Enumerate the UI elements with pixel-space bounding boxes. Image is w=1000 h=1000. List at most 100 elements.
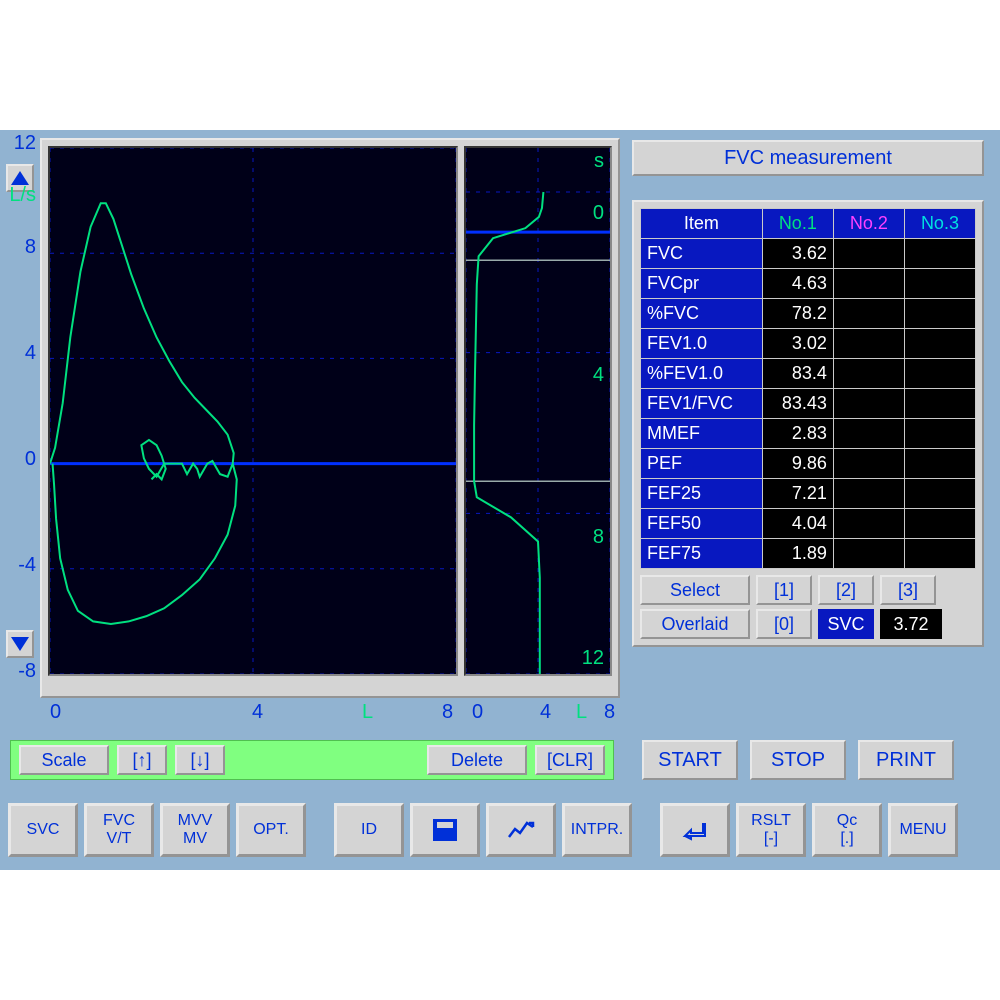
row-v3 — [904, 239, 975, 269]
x-tick-side: 8 — [604, 701, 615, 724]
overlaid-button[interactable]: Overlaid — [640, 609, 750, 639]
action-buttons: START STOP PRINT — [642, 740, 954, 780]
results-table: Item No.1 No.2 No.3 FVC 3.62 FVCpr 4.63 … — [640, 208, 976, 569]
row-v1: 1.89 — [762, 539, 833, 569]
row-v3 — [904, 539, 975, 569]
overlaid-row: Overlaid [0] SVC 3.72 — [640, 609, 976, 639]
y-tick: 4 — [2, 342, 36, 365]
scale-up-button[interactable]: [↑] — [117, 745, 167, 775]
row-v1: 4.63 — [762, 269, 833, 299]
row-item: FEV1.0 — [641, 329, 763, 359]
row-v1: 2.83 — [762, 419, 833, 449]
right-panel: FVC measurement Item No.1 No.2 No.3 FVC … — [622, 130, 1000, 730]
return-button[interactable] — [660, 803, 730, 857]
col-no2: No.2 — [833, 209, 904, 239]
select-2-button[interactable]: [2] — [818, 575, 874, 605]
row-v2 — [833, 329, 904, 359]
scale-down-button[interactable]: [↓] — [175, 745, 225, 775]
opt-button[interactable]: OPT. — [236, 803, 306, 857]
scale-button[interactable]: Scale — [19, 745, 109, 775]
row-v2 — [833, 269, 904, 299]
start-button[interactable]: START — [642, 740, 738, 780]
row-v2 — [833, 479, 904, 509]
row-item: FEV1/FVC — [641, 389, 763, 419]
table-row: FEF50 4.04 — [641, 509, 976, 539]
row-v2 — [833, 389, 904, 419]
overlay-0-button[interactable]: [0] — [756, 609, 812, 639]
chart-frame: s 0 4 8 12 — [40, 138, 620, 698]
table-row: FVCpr 4.63 — [641, 269, 976, 299]
print-button[interactable]: PRINT — [858, 740, 954, 780]
fvc-tab-button[interactable]: FVCV/T — [84, 803, 154, 857]
stop-button[interactable]: STOP — [750, 740, 846, 780]
qc-button[interactable]: Qc[.] — [812, 803, 882, 857]
svc-value: 3.72 — [880, 609, 942, 639]
x-tick: 0 — [50, 701, 61, 724]
menu-button[interactable]: MENU — [888, 803, 958, 857]
mid-toolbar: Scale [↑] [↓] Delete [CLR] — [10, 740, 614, 780]
row-v3 — [904, 479, 975, 509]
table-row: FEF25 7.21 — [641, 479, 976, 509]
plot-container: s 0 4 8 12 — [48, 146, 614, 676]
row-item: %FEV1.0 — [641, 359, 763, 389]
clr-button[interactable]: [CLR] — [535, 745, 605, 775]
bottom-toolbar: SVC FVCV/T MVVMV OPT. ID INTPR. RSLT[-] … — [0, 798, 1000, 862]
delete-button[interactable]: Delete — [427, 745, 527, 775]
row-v2 — [833, 449, 904, 479]
row-v1: 4.04 — [762, 509, 833, 539]
row-v2 — [833, 359, 904, 389]
y-tick: 0 — [2, 448, 36, 471]
table-row: FEV1.0 3.02 — [641, 329, 976, 359]
row-item: PEF — [641, 449, 763, 479]
results-box: Item No.1 No.2 No.3 FVC 3.62 FVCpr 4.63 … — [632, 200, 984, 647]
mvv-tab-button[interactable]: MVVMV — [160, 803, 230, 857]
table-row: FEV1/FVC 83.43 — [641, 389, 976, 419]
side-y-tick: 0 — [593, 202, 604, 225]
svc-tab-button[interactable]: SVC — [8, 803, 78, 857]
row-v1: 7.21 — [762, 479, 833, 509]
y-axis-unit: L/s — [9, 184, 36, 207]
id-button[interactable]: ID — [334, 803, 404, 857]
row-item: FEF25 — [641, 479, 763, 509]
row-v1: 9.86 — [762, 449, 833, 479]
select-1-button[interactable]: [1] — [756, 575, 812, 605]
select-row: Select [1] [2] [3] — [640, 575, 976, 605]
row-v1: 78.2 — [762, 299, 833, 329]
x-axis-ticks: 0 4 L 8 0 4 L 8 — [46, 700, 612, 728]
row-item: FVC — [641, 239, 763, 269]
select-3-button[interactable]: [3] — [880, 575, 936, 605]
row-v3 — [904, 419, 975, 449]
row-v3 — [904, 389, 975, 419]
side-y-tick: 8 — [593, 526, 604, 549]
table-row: %FEV1.0 83.4 — [641, 359, 976, 389]
select-button[interactable]: Select — [640, 575, 750, 605]
row-v3 — [904, 509, 975, 539]
col-item: Item — [641, 209, 763, 239]
measurement-title: FVC measurement — [632, 140, 984, 176]
row-v2 — [833, 299, 904, 329]
trend-button[interactable] — [486, 803, 556, 857]
col-no3: No.3 — [904, 209, 975, 239]
row-v3 — [904, 359, 975, 389]
top-area: 12 L/s 8 4 0 -4 -8 s 0 4 — [0, 130, 1000, 730]
row-item: %FVC — [641, 299, 763, 329]
side-y-unit: s — [594, 150, 604, 173]
row-v3 — [904, 299, 975, 329]
rslt-button[interactable]: RSLT[-] — [736, 803, 806, 857]
side-y-tick: 4 — [593, 364, 604, 387]
row-v3 — [904, 449, 975, 479]
y-axis-ticks: 12 L/s 8 4 0 -4 -8 — [2, 130, 40, 690]
row-v2 — [833, 539, 904, 569]
side-y-tick: 12 — [582, 647, 604, 670]
x-axis-unit-side: L — [576, 701, 587, 724]
row-item: FEF75 — [641, 539, 763, 569]
x-tick-side: 4 — [540, 701, 551, 724]
table-row: FVC 3.62 — [641, 239, 976, 269]
x-tick: 8 — [442, 701, 453, 724]
save-button[interactable] — [410, 803, 480, 857]
disk-icon — [433, 819, 457, 841]
y-tick: 12 — [2, 132, 36, 155]
table-row: FEF75 1.89 — [641, 539, 976, 569]
intpr-button[interactable]: INTPR. — [562, 803, 632, 857]
row-item: MMEF — [641, 419, 763, 449]
